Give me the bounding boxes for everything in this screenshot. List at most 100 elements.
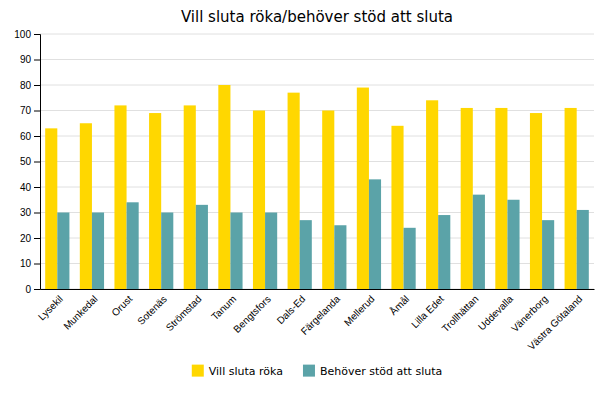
- y-axis: 0 10 20 30 40 50 60 70 80 90 100: [14, 29, 40, 295]
- bar: [369, 179, 381, 289]
- axis-line: [41, 289, 595, 290]
- tick: Mellerud: [342, 293, 377, 328]
- bar: [45, 128, 57, 289]
- tick: 50: [20, 156, 40, 167]
- grid-line: [40, 85, 594, 86]
- bar: [404, 228, 416, 289]
- tick-mark: [34, 289, 40, 290]
- tick: Sotenäs: [135, 293, 169, 327]
- legend-item: Vill sluta röka: [192, 365, 283, 378]
- tick-label: 70: [20, 105, 32, 116]
- bar: [473, 195, 485, 289]
- tick-mark: [34, 85, 40, 86]
- axis-line: [34, 35, 41, 290]
- bar-series: [57, 179, 588, 289]
- tick-label: Mellerud: [342, 293, 377, 328]
- tick-label: Lysekil: [36, 293, 65, 322]
- tick-label: Västra Götaland: [526, 293, 585, 352]
- x-axis: LysekilMunkedal OrustSotenäsStrömstadTanu…: [36, 290, 595, 353]
- bar: [230, 213, 242, 290]
- bar: [149, 113, 161, 289]
- tick-mark: [34, 238, 40, 239]
- tick: 70: [20, 105, 40, 116]
- bar: [438, 215, 450, 289]
- tick-label: Bengtsfors: [231, 293, 273, 335]
- grid-line: [40, 34, 594, 35]
- grid: [40, 34, 594, 289]
- bar: [530, 113, 542, 289]
- bar: [322, 111, 334, 290]
- tick: Bengtsfors: [231, 293, 273, 335]
- bar: [300, 220, 312, 289]
- bars: [45, 85, 589, 289]
- tick: 90: [20, 54, 40, 65]
- tick-mark: [34, 162, 40, 163]
- tick: 0: [25, 284, 40, 295]
- bar: [57, 213, 69, 290]
- bar: [357, 88, 369, 289]
- tick-label: 0: [25, 284, 31, 295]
- tick: Åmål: [387, 293, 412, 318]
- tick: Västra Götaland: [526, 293, 585, 352]
- tick-mark: [34, 264, 40, 265]
- bar: [542, 220, 554, 289]
- tick-label: 60: [20, 131, 32, 142]
- tick-label: Orust: [109, 293, 134, 318]
- tick-label: 90: [20, 54, 32, 65]
- tick: Strömstad: [164, 293, 204, 333]
- tick-label: Sotenäs: [135, 293, 169, 327]
- tick-mark: [34, 213, 40, 214]
- tick: 10: [20, 258, 40, 269]
- tick-label: Dals-Ed: [275, 293, 308, 326]
- legend-item: Behöver stöd att sluta: [303, 365, 442, 378]
- tick-label: Färgelanda: [299, 293, 343, 337]
- tick-mark: [34, 187, 40, 188]
- bar: [80, 123, 92, 289]
- bar: [461, 108, 473, 289]
- legend-swatch: [303, 365, 315, 377]
- bar: [161, 213, 173, 290]
- bar: [391, 126, 403, 289]
- tick-label: Tanum: [209, 293, 238, 322]
- tick: 60: [20, 131, 40, 142]
- legend: Vill sluta röka Behöver stöd att sluta: [192, 365, 442, 378]
- tick: Dals-Ed: [275, 293, 308, 326]
- bar: [495, 108, 507, 289]
- tick: Orust: [109, 293, 134, 318]
- tick-label: 40: [20, 182, 32, 193]
- tick: 30: [20, 207, 40, 218]
- tick: Trollhättan: [440, 293, 481, 334]
- tick-label: 50: [20, 156, 32, 167]
- bar: [184, 105, 196, 289]
- tick: 100: [14, 29, 40, 40]
- grid-line: [40, 59, 594, 60]
- tick-label: Strömstad: [164, 293, 204, 333]
- bar: [253, 111, 265, 290]
- bar: [265, 213, 277, 290]
- bar: [565, 108, 577, 289]
- tick-mark: [34, 111, 40, 112]
- bar-series: [45, 85, 576, 289]
- bar: [92, 213, 104, 290]
- bar: [114, 105, 126, 289]
- tick: 20: [20, 233, 40, 244]
- bar: [127, 202, 139, 289]
- tick-label: Trollhättan: [440, 293, 481, 334]
- tick: Färgelanda: [299, 293, 343, 337]
- bar: [507, 200, 519, 289]
- tick-mark: [34, 136, 40, 137]
- tick-label: 10: [20, 258, 32, 269]
- bar: [218, 85, 230, 289]
- tick: Lysekil: [36, 293, 65, 322]
- tick: Tanum: [209, 293, 238, 322]
- tick-label: 100: [14, 29, 31, 40]
- bar: [426, 100, 438, 289]
- bar: [196, 205, 208, 289]
- tick-label: 20: [20, 233, 32, 244]
- tick: 40: [20, 182, 40, 193]
- legend-label: Vill sluta röka: [209, 365, 283, 378]
- tick: 80: [20, 80, 40, 91]
- legend-swatch: [192, 365, 204, 377]
- tick-label: Munkedal: [61, 293, 99, 331]
- tick-mark: [34, 60, 40, 61]
